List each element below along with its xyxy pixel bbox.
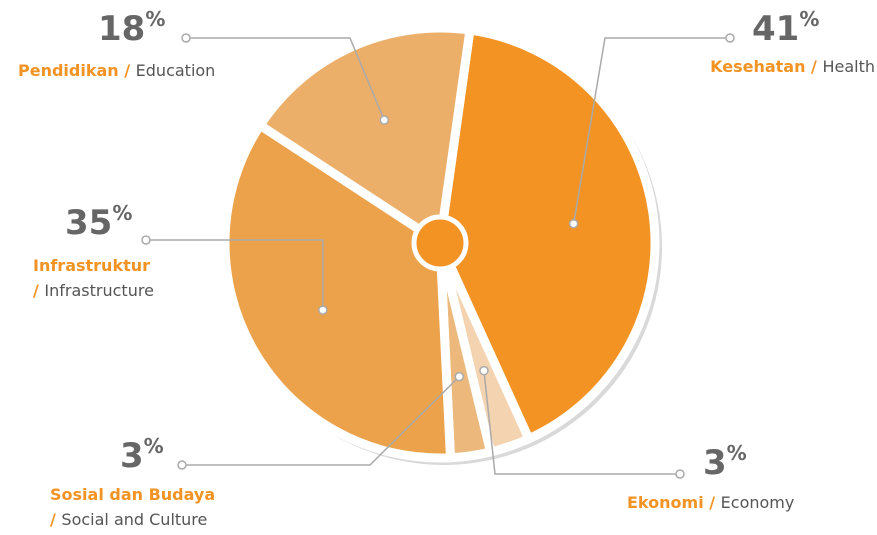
label-slash: / <box>33 281 44 300</box>
label-local: Ekonomi <box>627 493 704 512</box>
leader-line <box>146 239 324 311</box>
leader-dot <box>675 469 685 479</box>
leader-dot <box>479 365 489 376</box>
value-label: 41% <box>752 7 819 49</box>
leader-dot <box>177 460 187 470</box>
pie-slice <box>220 119 456 463</box>
label-english: Social and Culture <box>61 510 207 529</box>
leader-line <box>186 37 385 121</box>
leader-line <box>483 370 680 475</box>
value-number: 35 <box>65 203 112 243</box>
category-label: Kesehatan / Health <box>710 57 875 76</box>
leader-line <box>572 37 730 224</box>
leader-dot <box>379 115 389 125</box>
label-local: Infrastruktur <box>33 256 156 275</box>
label-english: Economy <box>721 493 795 512</box>
leader-dot <box>568 218 579 229</box>
center-dot <box>411 214 469 272</box>
label-local: Pendidikan <box>18 61 119 80</box>
label-slash: / <box>805 57 822 76</box>
category-label: Sosial dan Budaya / Social and Culture <box>50 485 221 529</box>
value-unit: % <box>112 201 132 225</box>
category-label: Ekonomi / Economy <box>627 493 794 512</box>
label-slash: / <box>50 510 61 529</box>
leader-dot <box>725 33 735 43</box>
value-unit: % <box>145 7 165 31</box>
leader-dot <box>141 235 151 245</box>
pie-slice <box>253 23 476 251</box>
leader-dot <box>181 33 191 43</box>
category-label: Pendidikan / Education <box>18 61 215 80</box>
value-unit: % <box>799 7 819 31</box>
value-number: 3 <box>120 436 144 476</box>
value-label: 3% <box>703 441 747 483</box>
label-slash: / <box>119 61 136 80</box>
value-unit: % <box>727 441 747 465</box>
pie-slice <box>435 25 660 445</box>
label-slash: / <box>704 493 721 512</box>
label-english: Infrastructure <box>44 281 153 300</box>
value-label: 18% <box>98 7 165 49</box>
label-local: Sosial dan Budaya <box>50 485 221 504</box>
category-label: Infrastruktur / Infrastructure <box>33 256 156 300</box>
value-label: 3% <box>120 434 164 476</box>
value-number: 41 <box>752 9 799 49</box>
value-unit: % <box>144 434 164 458</box>
label-english: Health <box>822 57 875 76</box>
value-number: 3 <box>703 443 727 483</box>
value-label: 35% <box>65 201 132 243</box>
label-local: Kesehatan <box>710 57 805 76</box>
leader-line <box>182 376 460 466</box>
leader-dot <box>318 305 328 315</box>
label-english: Education <box>136 61 216 80</box>
value-number: 18 <box>98 9 145 49</box>
leader-dot <box>454 371 465 382</box>
